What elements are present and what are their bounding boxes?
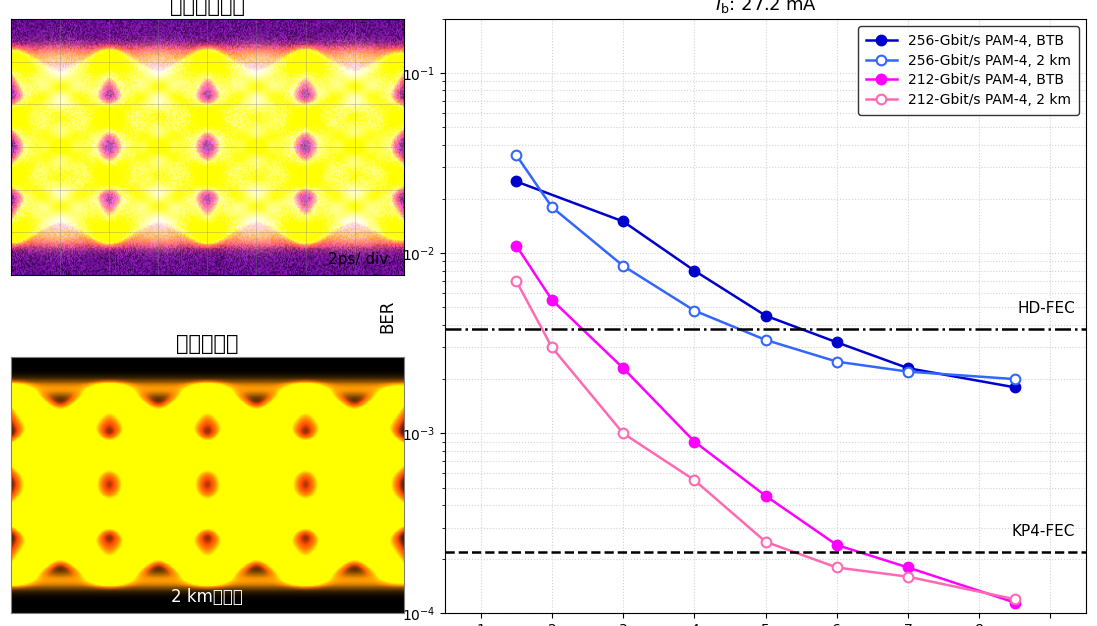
Title: BER vs. PDへの入力パワー
$I_{\mathrm{b}}$: 27.2 mA: BER vs. PDへの入力パワー $I_{\mathrm{b}}$: 27.2… [679, 0, 852, 16]
Y-axis label: BER: BER [378, 299, 396, 333]
Text: HD-FEC: HD-FEC [1018, 301, 1075, 316]
Title: 光出力信号: 光出力信号 [177, 334, 239, 354]
Text: KP4-FEC: KP4-FEC [1011, 524, 1075, 539]
Text: 2 km伝送後: 2 km伝送後 [171, 588, 244, 606]
Legend: 256-Gbit/s PAM-4, BTB, 256-Gbit/s PAM-4, 2 km, 212-Gbit/s PAM-4, BTB, 212-Gbit/s: 256-Gbit/s PAM-4, BTB, 256-Gbit/s PAM-4,… [858, 26, 1079, 115]
Title: 入力電気信号: 入力電気信号 [170, 0, 245, 16]
Text: 2ps/ div.: 2ps/ div. [328, 252, 392, 267]
